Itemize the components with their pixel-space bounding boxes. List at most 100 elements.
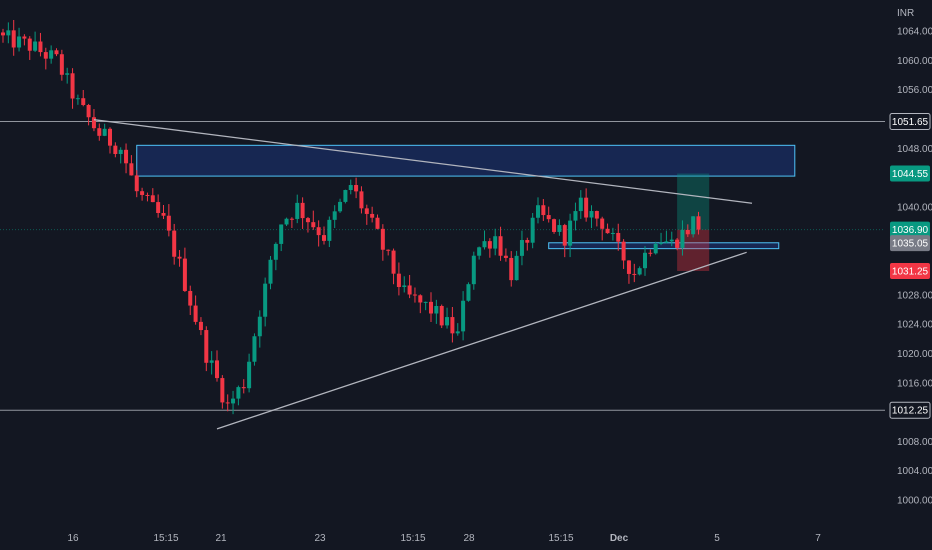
candle-body (172, 230, 177, 257)
price-badge-label: 1012.25 (892, 406, 929, 417)
y-tick-label: 1024.00 (897, 320, 932, 331)
candle-body (455, 331, 460, 334)
candle-body (370, 213, 375, 218)
price-badge-label: 1031.25 (892, 266, 929, 277)
candle-body (445, 317, 450, 326)
candle-body (637, 268, 642, 275)
time-axis[interactable] (0, 525, 885, 550)
candle-body (632, 273, 637, 275)
candle-body (236, 387, 241, 399)
candle-body (338, 201, 343, 212)
candle-body (568, 220, 573, 246)
candle-body (22, 36, 27, 39)
y-tick-label: 1064.00 (897, 27, 932, 38)
y-tick-label: 1016.00 (897, 378, 932, 389)
candle-body (434, 306, 439, 314)
candle-body (220, 378, 225, 403)
candle-body (402, 285, 407, 287)
candle-body (648, 252, 653, 254)
candle-body (498, 236, 503, 256)
candle-body (477, 247, 482, 256)
candle-body (97, 128, 102, 136)
candle-body (536, 205, 540, 218)
candle-body (247, 361, 252, 389)
candle-body (685, 229, 690, 235)
candle-body (289, 218, 294, 220)
candle-body (322, 235, 326, 241)
candle-body (578, 197, 583, 212)
candle-body (418, 295, 423, 303)
upper-trendline[interactable] (93, 119, 753, 204)
candle-body (552, 219, 557, 232)
candle-body (348, 185, 353, 191)
candle-body (6, 30, 11, 36)
candle-body (519, 240, 524, 256)
y-tick-label: 1040.00 (897, 202, 932, 213)
candle-body (621, 241, 626, 261)
y-tick-label: 1048.00 (897, 144, 932, 155)
candle-body (134, 175, 139, 192)
y-tick-label: 1020.00 (897, 349, 932, 360)
candle-body (113, 145, 118, 155)
candle-body (423, 301, 428, 303)
candle-body (166, 215, 171, 231)
candle-body (81, 98, 86, 106)
candle-body (659, 242, 664, 244)
candle-body (257, 316, 262, 337)
candle-body (225, 402, 230, 404)
candle-body (643, 252, 647, 269)
lower-trendline[interactable] (216, 251, 747, 430)
candle-body (471, 255, 476, 285)
candle-body (59, 54, 64, 75)
candle-body (86, 105, 91, 118)
y-tick-label: 1004.00 (897, 466, 932, 477)
x-tick-label: 5 (714, 533, 720, 544)
candle-body (11, 30, 16, 48)
candle-body (439, 306, 444, 326)
y-tick-label: 1060.00 (897, 56, 932, 67)
price-badge[interactable] (890, 235, 930, 252)
candle-body (316, 227, 321, 236)
candle-body (27, 38, 32, 51)
y-tick-label: 1028.00 (897, 290, 932, 301)
support-zone[interactable] (548, 242, 780, 250)
price-badge[interactable] (890, 221, 930, 238)
candle-body (691, 216, 696, 235)
trendlines-layer (93, 119, 753, 430)
candle-body (386, 249, 391, 251)
price-badge[interactable] (889, 113, 931, 131)
price-badge-label: 1036.90 (892, 225, 929, 236)
candle-body (263, 283, 268, 317)
price-badge[interactable] (889, 401, 931, 419)
candle-body (268, 259, 273, 284)
candle-body (75, 98, 80, 100)
candle-body (215, 360, 219, 379)
candle-body (209, 360, 214, 363)
candle-body (118, 149, 123, 155)
candle-body (33, 41, 38, 51)
price-badge[interactable] (890, 165, 930, 182)
candle-body (156, 202, 161, 214)
candle-body (503, 255, 508, 258)
candle-body (284, 218, 289, 225)
candle-body (530, 217, 535, 243)
candle-body (375, 217, 380, 229)
price-axis[interactable] (885, 0, 932, 525)
candle-body (541, 205, 546, 216)
candle-body (525, 240, 530, 243)
price-badge-label: 1035.05 (892, 239, 929, 250)
x-axis-ticks: 16 15:15 21 23 15:15 28 15:15 Dec 5 7 (67, 533, 821, 544)
candle-body (396, 273, 401, 287)
candle-body (584, 197, 589, 218)
candle-body (669, 239, 674, 242)
candle-body (17, 36, 22, 48)
price-badge[interactable] (890, 262, 930, 279)
candle-body (605, 228, 610, 234)
price-badge-label: 1044.55 (892, 169, 929, 180)
candle-body (182, 258, 187, 291)
candle-body (241, 387, 246, 389)
candle-body (273, 243, 278, 260)
resistance-zone[interactable] (136, 144, 796, 177)
